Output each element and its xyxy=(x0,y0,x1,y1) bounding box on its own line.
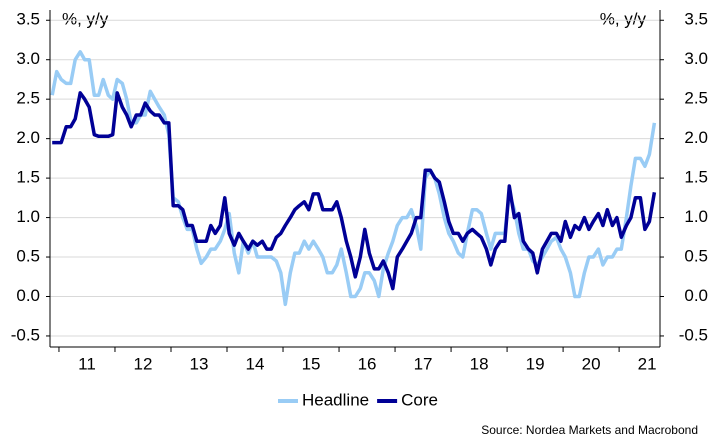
y2-tick-label: 1.0 xyxy=(684,207,708,226)
y-tick-label: 1.0 xyxy=(16,207,40,226)
y-tick-label: 2.0 xyxy=(16,128,40,147)
series-line xyxy=(50,50,657,307)
series-line xyxy=(52,91,657,291)
x-tick-label: 20 xyxy=(582,354,601,373)
x-tick-label: 12 xyxy=(134,354,153,373)
y2-tick-label: 2.5 xyxy=(684,89,708,108)
x-tick-label: 18 xyxy=(470,354,489,373)
x-tick-label: 15 xyxy=(302,354,321,373)
y2-tick-label: 3.5 xyxy=(684,10,708,29)
y-tick-label: 0.5 xyxy=(16,247,40,266)
y-tick-label: 0.0 xyxy=(16,286,40,305)
y-tick-label: 1.5 xyxy=(16,168,40,187)
x-tick-label: 19 xyxy=(526,354,545,373)
x-tick-label: 16 xyxy=(358,354,377,373)
y-unit-left: %, y/y xyxy=(62,9,109,28)
y-tick-label: 3.0 xyxy=(16,49,40,68)
y-tick-label: -0.5 xyxy=(11,325,40,344)
y2-tick-label: 2.0 xyxy=(684,128,708,147)
y-unit-right: %, y/y xyxy=(600,9,647,28)
x-tick-label: 11 xyxy=(78,354,96,373)
y-tick-label: 2.5 xyxy=(16,89,40,108)
y-tick-label: 3.5 xyxy=(16,10,40,29)
y2-tick-label: 3.0 xyxy=(684,49,708,68)
y2-tick-label: 0.5 xyxy=(684,247,708,266)
y2-tick-label: 0.0 xyxy=(684,286,708,305)
x-tick-label: 17 xyxy=(414,354,433,373)
legend-label: Headline xyxy=(302,390,369,409)
y2-tick-label: 1.5 xyxy=(684,168,708,187)
y2-tick-label: -0.5 xyxy=(679,325,708,344)
x-tick-label: 21 xyxy=(638,354,657,373)
x-tick-label: 14 xyxy=(246,354,265,373)
source: Source: Nordea Markets and Macrobond xyxy=(481,423,698,437)
x-tick-label: 13 xyxy=(190,354,209,373)
legend-label: Core xyxy=(401,390,438,409)
